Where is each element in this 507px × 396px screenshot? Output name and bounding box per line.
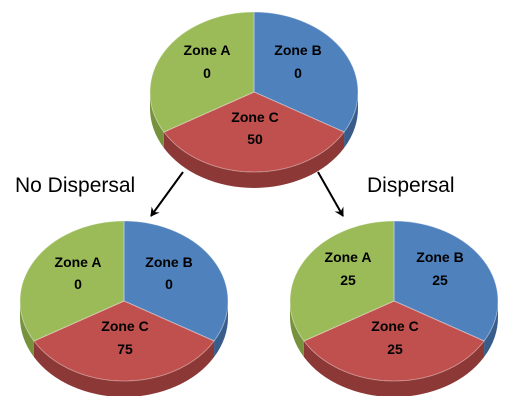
- zone-c-value-label: 25: [387, 341, 403, 357]
- zone-c-name-label: Zone C: [101, 318, 148, 334]
- zone-b-name-label: Zone B: [416, 249, 463, 265]
- zone-a-slice: [289, 220, 395, 342]
- zone-a-slice: [19, 220, 125, 342]
- zone-a-value-label: 0: [74, 276, 82, 292]
- arrow-no-dispersal: [150, 171, 184, 217]
- zone-a-side: [290, 301, 304, 357]
- zone-a-slice: [149, 11, 255, 133]
- zone-a-value-label: 25: [340, 272, 356, 288]
- zone-a-value-label: 0: [203, 65, 211, 81]
- zone-c-value-label: 50: [247, 131, 263, 147]
- zone-b-side: [484, 301, 498, 357]
- zone-a-side: [150, 92, 164, 148]
- zone-a-name-label: Zone A: [325, 249, 372, 265]
- zone-c-side: [33, 341, 215, 396]
- zone-b-name-label: Zone B: [145, 254, 192, 270]
- zone-b-side: [214, 301, 228, 357]
- zone-b-value-label: 0: [165, 276, 173, 292]
- zone-b-name-label: Zone B: [274, 42, 321, 58]
- arrow-dispersal: [317, 171, 344, 217]
- zone-b-side: [344, 92, 358, 148]
- zone-c-slice: [163, 91, 345, 173]
- no-dispersal-label: No Dispersal: [15, 174, 135, 197]
- zone-a-side: [20, 301, 34, 357]
- zone-a-name-label: Zone A: [184, 42, 231, 58]
- zone-b-value-label: 25: [432, 272, 448, 288]
- pie-initial: Zone A 0 Zone B 0 Zone C 50: [149, 11, 359, 189]
- zone-c-side: [303, 341, 485, 396]
- zone-c-value-label: 75: [117, 341, 133, 357]
- zone-b-slice: [123, 220, 229, 342]
- zone-b-value-label: 0: [294, 65, 302, 81]
- zone-c-side: [163, 132, 345, 189]
- zone-c-name-label: Zone C: [371, 318, 418, 334]
- zone-c-name-label: Zone C: [231, 109, 278, 125]
- zone-c-slice: [33, 300, 215, 382]
- zone-a-name-label: Zone A: [55, 254, 102, 270]
- zone-b-slice: [393, 220, 499, 342]
- zone-c-slice: [303, 300, 485, 382]
- pie-no-dispersal: Zone A 0 Zone B 0 Zone C 75: [19, 220, 229, 396]
- dispersal-label: Dispersal: [367, 174, 455, 197]
- pie-dispersal: Zone A 25 Zone B 25 Zone C 25: [289, 220, 499, 396]
- zone-b-slice: [253, 11, 359, 133]
